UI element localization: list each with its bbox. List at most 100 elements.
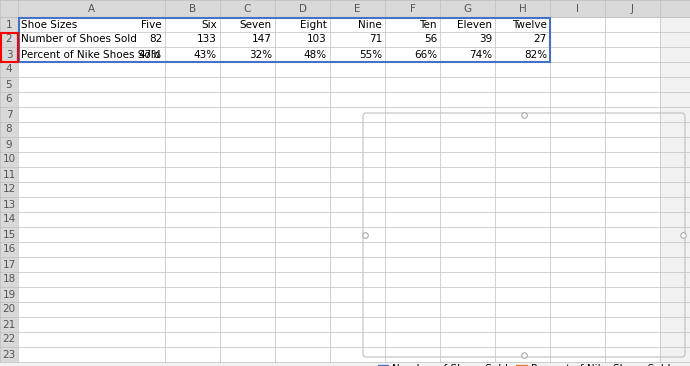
Bar	[0, 122, 18, 137]
Text: 71: 71	[368, 34, 382, 45]
Bar	[0, 152, 18, 167]
Bar	[0, 107, 18, 122]
Bar	[564, 178, 577, 324]
Text: Percent of Nike Shoes Sold: Percent of Nike Shoes Sold	[21, 49, 160, 60]
Text: 39: 39	[479, 34, 492, 45]
Bar	[600, 160, 613, 324]
Text: 21: 21	[2, 320, 16, 329]
Bar	[0, 92, 18, 107]
Text: 5: 5	[6, 79, 12, 90]
Bar	[0, 332, 18, 347]
Bar	[0, 137, 18, 152]
Text: 10: 10	[3, 154, 16, 164]
Bar	[0, 317, 18, 332]
Bar	[1, 33, 17, 61]
Bar	[0, 287, 18, 302]
Text: B: B	[189, 4, 196, 14]
Bar	[423, 229, 435, 324]
Text: D: D	[299, 4, 306, 14]
Bar	[459, 253, 471, 324]
Text: J: J	[631, 4, 634, 14]
Bar	[19, 18, 549, 61]
Text: 16: 16	[2, 244, 16, 254]
Text: 8: 8	[6, 124, 12, 134]
Text: Twelve: Twelve	[512, 19, 547, 30]
Text: 18: 18	[2, 274, 16, 284]
Text: 55%: 55%	[359, 49, 382, 60]
Text: 22: 22	[2, 335, 16, 344]
Bar	[471, 141, 483, 324]
Text: 147: 147	[252, 34, 272, 45]
Text: 3: 3	[6, 49, 12, 60]
Bar	[0, 212, 18, 227]
Bar	[494, 217, 506, 324]
Bar	[0, 17, 18, 32]
Bar	[435, 158, 448, 324]
Text: Seven: Seven	[240, 19, 272, 30]
Text: 17: 17	[2, 259, 16, 269]
Text: 1: 1	[6, 19, 12, 30]
Text: 4: 4	[6, 64, 12, 75]
Bar	[648, 290, 660, 324]
Bar	[0, 182, 18, 197]
Bar	[635, 142, 648, 324]
Text: C: C	[244, 4, 251, 14]
Bar	[613, 275, 625, 324]
Text: 43%: 43%	[194, 49, 217, 60]
Text: 82: 82	[149, 34, 162, 45]
Text: 13: 13	[2, 199, 16, 209]
Text: 66%: 66%	[414, 49, 437, 60]
Bar	[0, 302, 18, 317]
Bar	[400, 222, 413, 324]
Text: 12: 12	[2, 184, 16, 194]
Bar	[542, 235, 554, 324]
Text: 2: 2	[6, 34, 12, 45]
Bar	[0, 47, 18, 62]
Bar	[0, 62, 18, 77]
Text: G: G	[464, 4, 471, 14]
Bar	[0, 242, 18, 257]
Text: E: E	[354, 4, 361, 14]
Bar	[506, 195, 519, 324]
Bar	[529, 202, 542, 324]
Bar	[388, 220, 400, 324]
Bar	[0, 32, 18, 47]
Bar	[0, 0, 690, 17]
Text: 27: 27	[534, 34, 547, 45]
Text: Ten: Ten	[420, 19, 437, 30]
Text: 47%: 47%	[139, 49, 162, 60]
Text: 6: 6	[6, 94, 12, 105]
Text: I: I	[576, 4, 579, 14]
Text: 23: 23	[2, 350, 16, 359]
Text: Six: Six	[201, 19, 217, 30]
Text: 19: 19	[2, 290, 16, 299]
Bar	[0, 167, 18, 182]
Text: 9: 9	[6, 139, 12, 149]
Text: 7: 7	[6, 109, 12, 120]
Bar	[0, 77, 18, 92]
Text: Eight: Eight	[300, 19, 327, 30]
Text: 133: 133	[197, 34, 217, 45]
Text: F: F	[410, 4, 415, 14]
Text: Five: Five	[141, 19, 162, 30]
Text: 11: 11	[2, 169, 16, 179]
Text: 74%: 74%	[469, 49, 492, 60]
Text: 56: 56	[424, 34, 437, 45]
Text: Nine: Nine	[358, 19, 382, 30]
Bar	[0, 347, 18, 362]
Bar	[577, 254, 589, 324]
Text: Eleven: Eleven	[457, 19, 492, 30]
Text: A: A	[88, 4, 95, 14]
Bar	[0, 197, 18, 212]
Bar	[0, 272, 18, 287]
Text: H: H	[519, 4, 526, 14]
Text: 103: 103	[307, 34, 327, 45]
Text: Number of Shoes Sold: Number of Shoes Sold	[21, 34, 137, 45]
Legend: Number of Shoes Sold, Percent of Nike Shoes Sold: Number of Shoes Sold, Percent of Nike Sh…	[373, 360, 675, 366]
Bar	[0, 227, 18, 242]
Text: 15: 15	[2, 229, 16, 239]
Bar	[0, 257, 18, 272]
Text: 48%: 48%	[304, 49, 327, 60]
Text: 32%: 32%	[249, 49, 272, 60]
Text: Shoe Sizes: Shoe Sizes	[21, 19, 77, 30]
